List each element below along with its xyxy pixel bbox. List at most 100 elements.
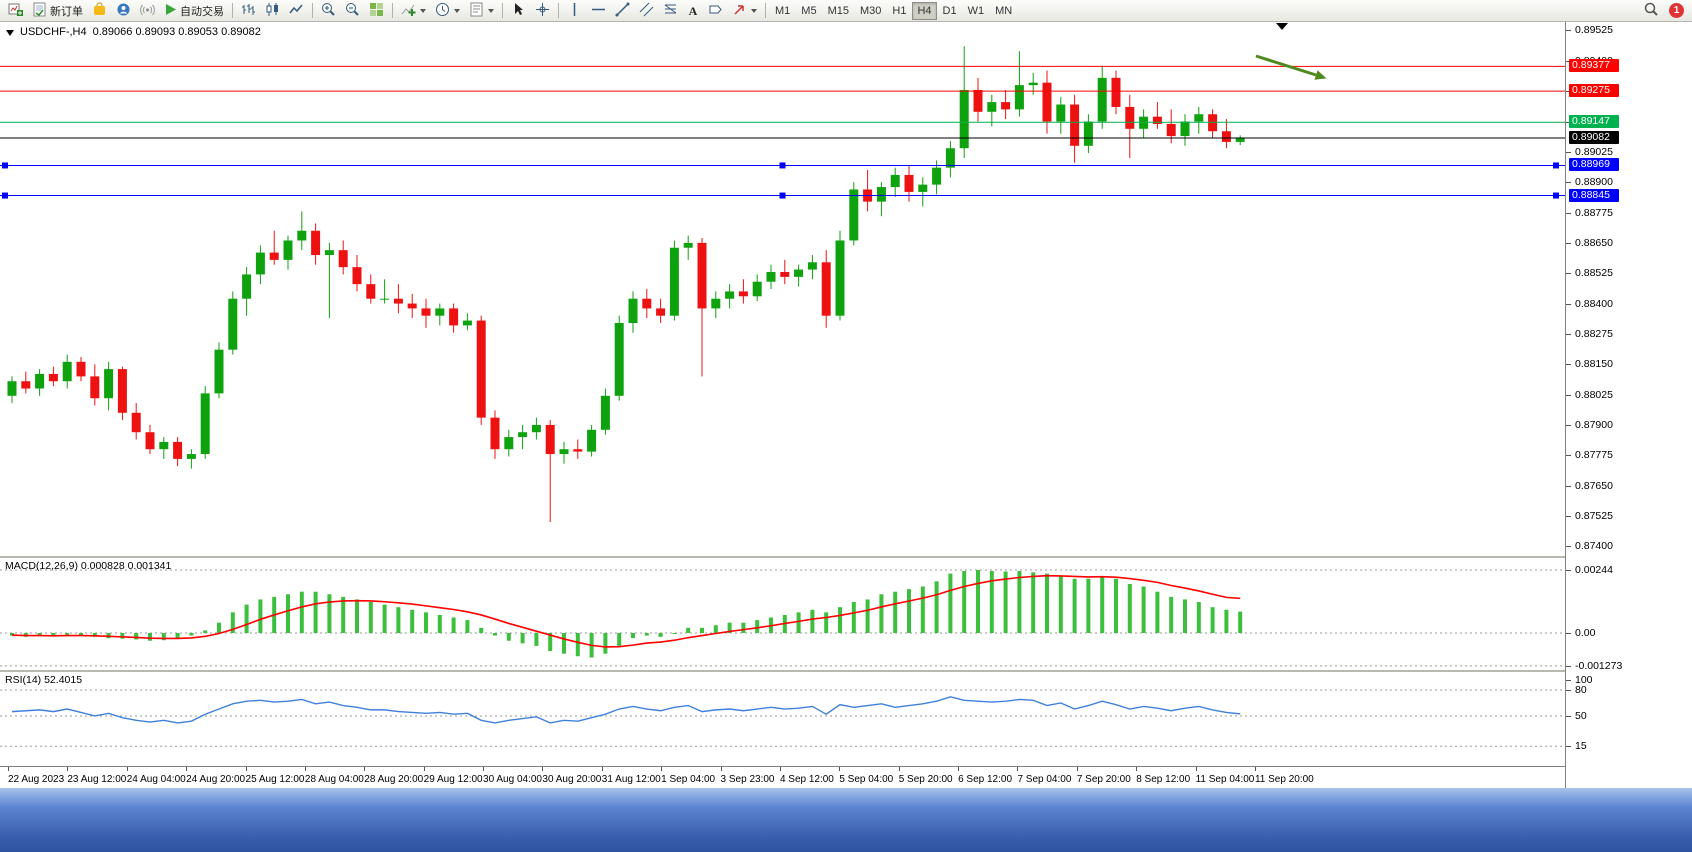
periods-clock-icon — [435, 2, 450, 20]
cursor-button[interactable] — [507, 1, 530, 21]
timeframe-d1-button[interactable]: D1 — [938, 2, 962, 20]
chart-dropdown-icon[interactable] — [6, 29, 14, 36]
channel-button[interactable] — [635, 1, 658, 21]
zoom-in-button[interactable] — [317, 1, 340, 21]
time-axis[interactable]: 22 Aug 2023 23 Aug 12:00 24 Aug 04:00 24 Au… — [0, 766, 1565, 788]
macd-histogram-bar — [424, 612, 428, 633]
periods-button[interactable] — [431, 1, 464, 21]
tile-windows-button[interactable] — [365, 1, 388, 21]
templates-button[interactable] — [465, 1, 498, 21]
time-tick-label: 6 Sep 12:00 — [958, 767, 1013, 785]
price-tick-label: 0.88900 — [1566, 176, 1613, 189]
chevron-down-icon — [420, 8, 426, 13]
time-tick-label: 7 Sep 20:00 — [1076, 767, 1131, 785]
price-chart-pane[interactable]: USDCHF-,H4 0.89066 0.89093 0.89053 0.890… — [0, 22, 1565, 556]
trendline-button[interactable] — [611, 1, 634, 21]
timeframe-m30-button[interactable]: M30 — [855, 2, 886, 20]
rsi-chart[interactable] — [0, 672, 1565, 766]
line-chart-button[interactable] — [285, 1, 308, 21]
time-tick-label: 28 Aug 20:00 — [364, 767, 424, 785]
chart-symbol-period: USDCHF-,H4 — [20, 26, 87, 38]
timeframe-w1-button[interactable]: W1 — [963, 2, 990, 20]
timeframe-m15-button[interactable]: M15 — [823, 2, 854, 20]
macd-histogram-bar — [713, 625, 718, 633]
search-button[interactable] — [1640, 1, 1663, 21]
price-tick-label: 0.88275 — [1566, 327, 1613, 340]
community-button[interactable] — [112, 1, 135, 21]
timeframe-mn-button[interactable]: MN — [990, 2, 1017, 20]
toolbar: 新订单 自动交易 — [0, 0, 1692, 22]
label-tool-button[interactable] — [704, 1, 727, 21]
time-tick-label: 31 Aug 12:00 — [601, 767, 661, 785]
line-selection-handle[interactable] — [1553, 162, 1559, 169]
text-tool-button[interactable]: A — [683, 1, 703, 21]
macd-pane[interactable]: MACD(12,26,9) 0.000828 0.001341 — [0, 558, 1565, 670]
macd-histogram-bar — [479, 627, 484, 633]
label-tag-icon — [708, 2, 723, 20]
new-order-button[interactable]: 新订单 — [28, 1, 87, 21]
rsi-pane[interactable]: RSI(14) 52.4015 — [0, 672, 1565, 766]
arrows-tool-button[interactable] — [728, 1, 761, 21]
time-tick-label: 5 Sep 04:00 — [839, 767, 894, 785]
auto-trading-play-icon — [164, 3, 177, 19]
signals-button[interactable] — [136, 1, 159, 21]
market-button[interactable] — [88, 1, 111, 21]
market-icon — [92, 2, 107, 20]
pane-splitter-rsi[interactable] — [0, 670, 1565, 672]
price-tick-label: 0.87775 — [1566, 449, 1613, 462]
crosshair-icon — [535, 2, 550, 20]
macd-histogram-bar — [161, 633, 166, 641]
time-tick-label: 30 Aug 04:00 — [483, 767, 542, 785]
rsi-tick-label: 50 — [1566, 709, 1587, 722]
macd-histogram-bar — [700, 627, 704, 633]
macd-histogram-bar — [1100, 576, 1105, 633]
macd-histogram-bar — [410, 609, 415, 633]
time-tick-label: 7 Sep 04:00 — [1017, 767, 1072, 785]
timeframe-m1-button[interactable]: M1 — [770, 2, 795, 20]
macd-histogram-bar — [355, 599, 359, 633]
horizontal-line-icon — [591, 2, 606, 20]
line-selection-handle[interactable] — [779, 192, 786, 199]
auto-trading-button[interactable]: 自动交易 — [160, 1, 228, 21]
macd-histogram-bar — [1127, 583, 1132, 633]
line-selection-handle[interactable] — [1553, 192, 1559, 199]
macd-histogram-bar — [1017, 571, 1022, 633]
candlestick-chart[interactable] — [0, 22, 1565, 556]
time-tick-label: 24 Aug 20:00 — [186, 767, 246, 785]
zoom-out-button[interactable] — [341, 1, 364, 21]
time-tick-label: 11 Sep 04:00 — [1195, 767, 1255, 785]
trend-arrow-annotation[interactable] — [1255, 54, 1317, 77]
bar-chart-button[interactable] — [237, 1, 260, 21]
macd-chart[interactable] — [0, 558, 1565, 670]
price-axis[interactable]: 0.895250.894000.892750.891500.890250.889… — [1565, 22, 1692, 788]
price-level-badge: 0.88845 — [1569, 188, 1619, 202]
time-tick-label: 11 Sep 20:00 — [1254, 767, 1314, 785]
indicators-button[interactable] — [397, 1, 430, 21]
timeframe-h1-button[interactable]: H1 — [887, 2, 911, 20]
price-tick-label: 0.88525 — [1566, 267, 1613, 280]
price-tick-label: 0.88400 — [1566, 297, 1613, 310]
vertical-line-button[interactable] — [563, 1, 586, 21]
horizontal-line-button[interactable] — [587, 1, 610, 21]
macd-histogram-bar — [437, 614, 442, 633]
time-tick-label: 5 Sep 20:00 — [898, 767, 953, 785]
fibonacci-button[interactable] — [659, 1, 682, 21]
notification-badge[interactable]: 1 — [1669, 3, 1684, 18]
arrow-tool-icon — [732, 2, 747, 20]
price-level-badge: 0.89377 — [1569, 59, 1619, 73]
crosshair-button[interactable] — [531, 1, 554, 21]
timeframe-h4-button[interactable]: H4 — [912, 1, 937, 20]
line-selection-handle[interactable] — [2, 162, 8, 169]
new-chart-button[interactable] — [4, 1, 27, 21]
timeframe-m5-button[interactable]: M5 — [796, 2, 821, 20]
zoom-out-icon — [345, 2, 360, 20]
chart-shift-marker[interactable] — [1276, 23, 1288, 30]
pane-splitter-macd[interactable] — [0, 556, 1565, 558]
candlestick-chart-button[interactable] — [261, 1, 284, 21]
price-tick-label: 0.88150 — [1566, 358, 1613, 371]
line-selection-handle[interactable] — [779, 162, 786, 169]
price-tick-label: 0.88775 — [1566, 206, 1613, 219]
time-tick-label: 4 Sep 12:00 — [779, 767, 834, 785]
line-selection-handle[interactable] — [2, 192, 8, 199]
macd-histogram-bar — [962, 571, 967, 633]
